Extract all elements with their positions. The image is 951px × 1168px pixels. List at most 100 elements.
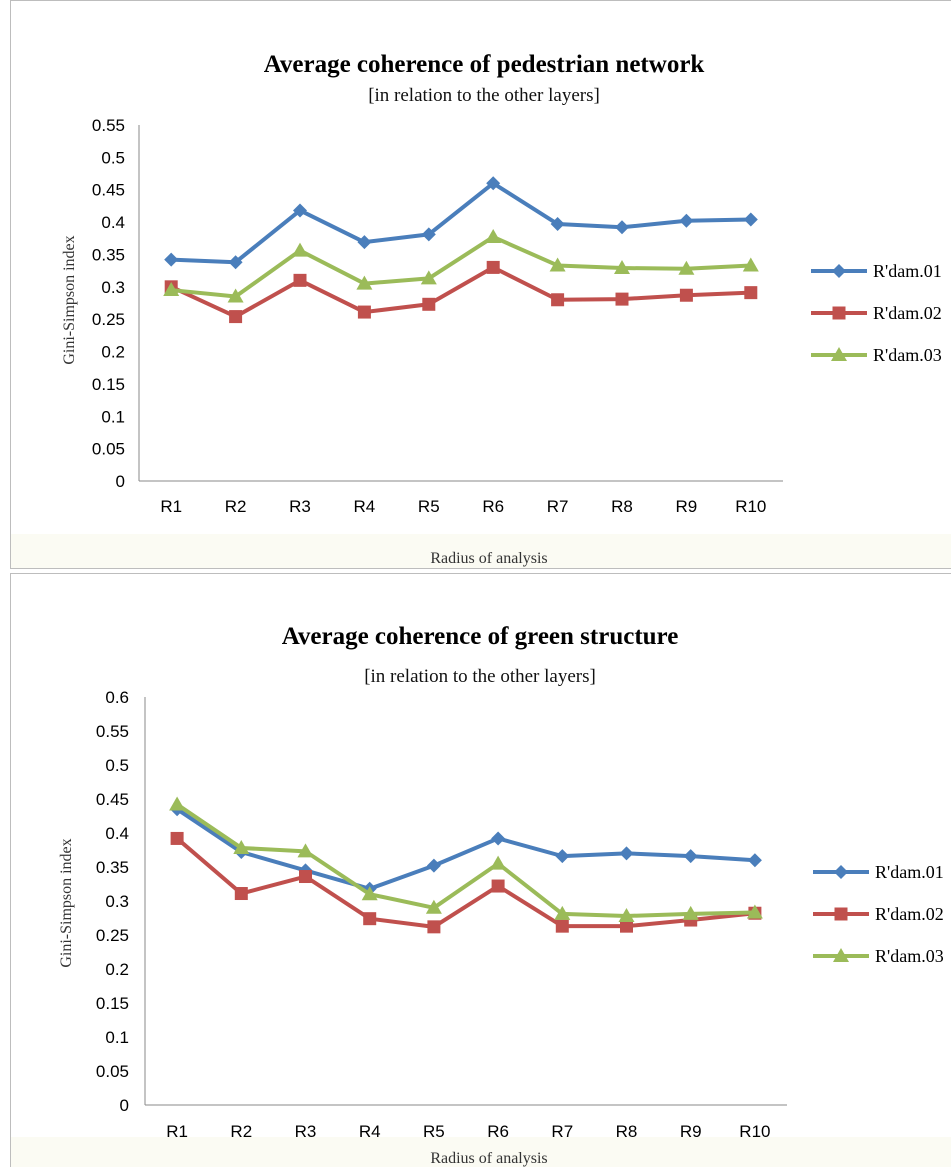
chart-title: Average coherence of pedestrian network xyxy=(264,51,705,78)
x-tick-label: R6 xyxy=(482,497,504,516)
data-point xyxy=(421,227,436,242)
legend: R'dam.01 R'dam.02 R'dam.03 xyxy=(811,261,942,365)
y-tick-label: 0.15 xyxy=(96,994,129,1013)
legend-marker xyxy=(832,306,846,320)
legend-marker xyxy=(833,948,849,962)
data-point xyxy=(425,899,442,914)
data-point xyxy=(357,235,372,250)
x-tick-label: R8 xyxy=(616,1122,638,1141)
data-point xyxy=(678,260,695,275)
x-tick-label: R4 xyxy=(359,1122,381,1141)
x-tick-label: R5 xyxy=(423,1122,445,1141)
data-point xyxy=(486,260,500,274)
x-axis-label: Radius of analysis xyxy=(430,1150,547,1167)
y-tick-label: 0.5 xyxy=(105,756,129,775)
data-point xyxy=(422,297,436,311)
series-line xyxy=(170,234,751,299)
y-tick-label: 0.3 xyxy=(101,278,125,297)
x-tick-label: R3 xyxy=(289,497,311,516)
data-point xyxy=(227,288,244,303)
data-point xyxy=(228,255,243,270)
legend-label: R'dam.03 xyxy=(875,946,944,966)
data-point xyxy=(615,220,629,235)
data-point xyxy=(746,904,763,919)
y-tick-label: 0.15 xyxy=(92,375,125,394)
y-tick-label: 0.45 xyxy=(96,790,129,809)
y-tick-label: 0.2 xyxy=(105,960,129,979)
data-point xyxy=(742,257,759,272)
x-axis-label: Radius of analysis xyxy=(430,550,547,567)
data-point xyxy=(679,213,694,228)
data-point xyxy=(744,286,758,300)
data-point xyxy=(743,212,758,227)
x-tick-label: R2 xyxy=(230,1122,252,1141)
data-point xyxy=(555,919,569,933)
data-point xyxy=(549,257,566,272)
legend-marker xyxy=(831,347,847,361)
data-point xyxy=(233,839,250,854)
y-tick-label: 0.2 xyxy=(101,343,125,362)
x-tick-label: R5 xyxy=(418,497,440,516)
data-point xyxy=(614,260,630,275)
y-tick-label: 0.25 xyxy=(92,310,125,329)
y-tick-label: 0.25 xyxy=(96,926,129,945)
data-point xyxy=(620,919,633,933)
data-point xyxy=(363,912,377,926)
data-point xyxy=(485,228,502,243)
y-tick-label: 0.1 xyxy=(101,407,125,426)
legend-marker xyxy=(834,865,848,879)
data-point xyxy=(356,275,373,290)
legend-label: R'dam.01 xyxy=(873,261,942,281)
axis-label-strip xyxy=(11,534,951,568)
chart-title: Average coherence of green structure xyxy=(282,623,679,650)
data-point xyxy=(551,293,565,307)
series-line xyxy=(170,265,751,319)
data-point xyxy=(163,282,180,297)
x-tick-label: R10 xyxy=(739,1122,770,1141)
green-chart-svg: Average coherence of green structure [in… xyxy=(58,623,944,1167)
data-point xyxy=(490,855,507,870)
y-tick-label: 0.05 xyxy=(96,1062,129,1081)
x-tick-label: R6 xyxy=(487,1122,509,1141)
y-tick-label: 0.6 xyxy=(105,688,129,707)
data-point xyxy=(229,310,243,324)
chart-panel-green: Average coherence of green structure [in… xyxy=(10,573,951,1167)
data-point xyxy=(299,870,312,884)
x-tick-label: R10 xyxy=(735,497,766,516)
legend-label: R'dam.03 xyxy=(873,345,942,365)
y-tick-label: 0.1 xyxy=(105,1028,129,1047)
chart-subtitle: [in relation to the other layers] xyxy=(364,666,596,687)
data-point xyxy=(426,858,441,873)
x-tick-label: R8 xyxy=(611,497,633,516)
x-tick-label: R1 xyxy=(166,1122,188,1141)
data-point xyxy=(293,273,307,287)
data-point xyxy=(297,843,314,858)
x-tick-label: R9 xyxy=(676,497,698,516)
data-point xyxy=(169,796,186,811)
data-point xyxy=(293,203,307,218)
plot-area: 0 0.05 0.1 0.15 0.2 0.25 0.3 0.35 0.4 0.45 0.5 0.55… xyxy=(92,116,783,516)
data-point xyxy=(427,920,441,934)
y-tick-label: 0.5 xyxy=(101,148,125,167)
legend-label: R'dam.01 xyxy=(875,862,944,882)
data-point xyxy=(619,846,634,861)
axis-label-strip xyxy=(11,1137,951,1167)
x-tick-label: R1 xyxy=(160,497,182,516)
x-tick-label: R2 xyxy=(225,497,247,516)
data-point xyxy=(164,252,179,267)
y-tick-label: 0.45 xyxy=(92,181,125,200)
series-line xyxy=(171,181,751,265)
data-point xyxy=(357,305,371,319)
y-tick-label: 0.4 xyxy=(105,824,129,843)
series-line xyxy=(175,802,755,918)
x-tick-label: R9 xyxy=(680,1122,702,1141)
data-point xyxy=(170,831,184,845)
legend: R'dam.01 R'dam.02 R'dam.03 xyxy=(813,862,944,966)
data-point xyxy=(491,879,505,893)
data-point xyxy=(554,905,571,920)
legend-marker xyxy=(834,907,848,921)
y-tick-label: 0.35 xyxy=(96,858,129,877)
series-line xyxy=(175,836,756,929)
y-tick-label: 0.35 xyxy=(92,245,125,264)
x-tick-label: R3 xyxy=(295,1122,317,1141)
